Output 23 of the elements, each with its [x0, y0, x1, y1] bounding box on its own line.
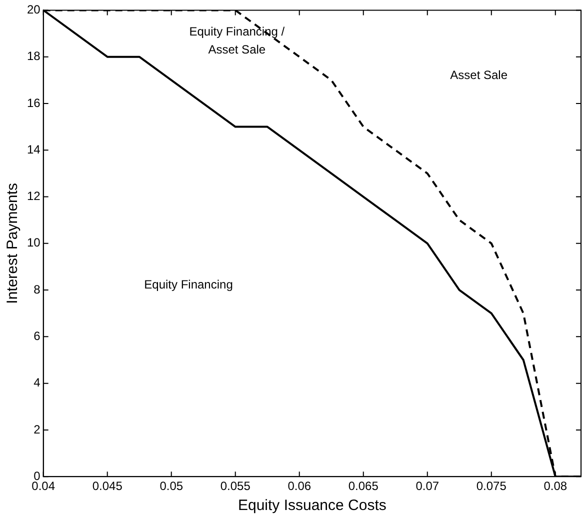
y-tick-label: 8: [34, 282, 41, 296]
annotation: Equity Financing / Asset Sale: [189, 24, 286, 56]
y-tick-label: 18: [26, 49, 41, 64]
y-tick-label: 14: [26, 142, 41, 156]
x-tick-label: 0.055: [220, 479, 251, 494]
x-tick-label: 0.045: [92, 479, 123, 494]
x-tick-label: 0.065: [348, 479, 379, 494]
y-tick-label: 12: [26, 189, 41, 204]
annotation: Asset Sale: [450, 68, 508, 82]
y-tick-label: 20: [26, 2, 41, 17]
y-tick-label: 2: [34, 422, 41, 436]
x-tick-label: 0.06: [288, 479, 312, 494]
y-tick-label: 6: [34, 328, 41, 343]
y-tick-label: 16: [26, 96, 41, 110]
x-axis-title: Equity Issuance Costs: [238, 497, 386, 514]
annotation: Equity Financing: [144, 278, 233, 292]
x-tick-label: 0.07: [416, 479, 440, 494]
y-axis-title: Interest Payments: [4, 182, 22, 304]
x-tick-label: 0.08: [544, 479, 568, 494]
y-tick-label: 10: [26, 236, 41, 250]
x-tick-label: 0.05: [160, 479, 184, 494]
x-tick-label: 0.075: [476, 479, 507, 494]
y-tick-label: 4: [34, 376, 41, 390]
